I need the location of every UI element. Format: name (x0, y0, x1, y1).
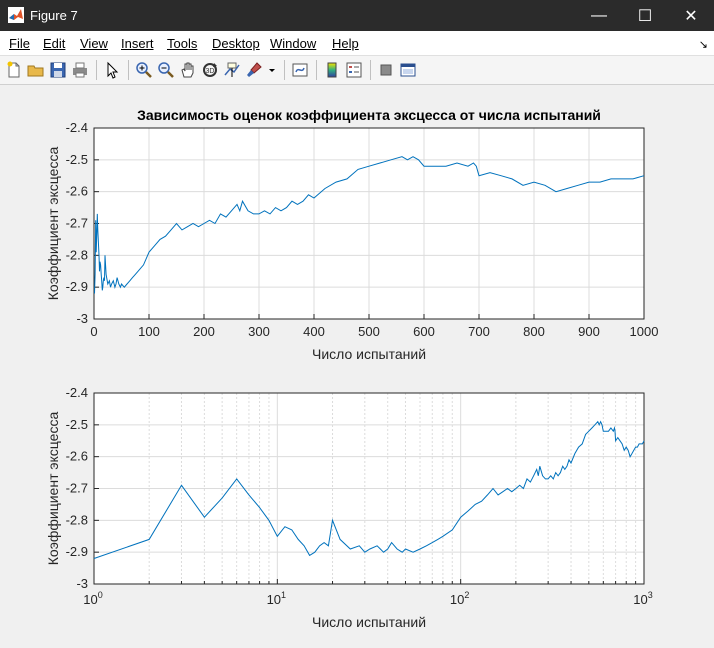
x-tick-label: 800 (523, 324, 545, 339)
y-tick-label: -2.4 (66, 385, 88, 400)
y-tick-label: -2.6 (66, 184, 88, 199)
y-tick-label: -2.5 (66, 152, 88, 167)
x-axis-label: Число испытаний (312, 346, 426, 362)
series-line (93, 420, 645, 559)
pan-icon[interactable] (178, 60, 198, 80)
brush-icon[interactable] (244, 60, 264, 80)
menu-desktop[interactable]: Desktop (212, 36, 260, 51)
save-icon[interactable] (48, 60, 68, 80)
maximize-button[interactable]: ☐ (622, 0, 668, 31)
data-cursor-icon[interactable] (222, 60, 242, 80)
x-tick-label: 600 (413, 324, 435, 339)
y-tick-label: -3 (76, 576, 88, 591)
open-file-icon[interactable] (26, 60, 46, 80)
toolbar-separator (370, 60, 371, 80)
figure-canvas: -3 -2.9 -2.8 -2.7 -2.6 -2.5 -2.4 0 100 200 300 400 5… (3, 85, 711, 643)
window-titlebar: Figure 7 — ☐ ✕ (0, 0, 714, 31)
x-tick-label: 500 (358, 324, 380, 339)
bottom-log-axes[interactable]: -3 -2.9 -2.8 -2.7 -2.6 -2.5 -2.4 100 101 102 103 Ч… (45, 385, 653, 630)
dock-figure-icon[interactable]: ↘ (698, 39, 708, 51)
x-tick-label: 200 (193, 324, 215, 339)
y-axis-label: Коэффициент эксцесса (45, 147, 61, 301)
legend-icon[interactable] (344, 60, 364, 80)
print-icon[interactable] (70, 60, 90, 80)
brush-dropdown-icon[interactable] (266, 60, 278, 80)
menu-edit[interactable]: Edit (43, 36, 66, 51)
x-tick-label: 700 (468, 324, 490, 339)
toolbar-separator (284, 60, 285, 80)
axes-box (93, 127, 645, 320)
svg-text:3D: 3D (206, 68, 215, 75)
new-figure-icon[interactable] (4, 60, 24, 80)
figure-toolbar: 3D (0, 56, 714, 85)
menu-help[interactable]: Help (332, 36, 359, 51)
y-tick-label: -2.7 (66, 481, 88, 496)
x-tick-label: 1000 (630, 324, 659, 339)
toolbar-separator (96, 60, 97, 80)
matlab-logo-icon (8, 7, 24, 23)
y-tick-label: -2.5 (66, 417, 88, 432)
axes-box (93, 392, 645, 585)
x-tick-label: 900 (578, 324, 600, 339)
y-tick-label: -2.7 (66, 216, 88, 231)
x-tick-label: 300 (248, 324, 270, 339)
minimize-button[interactable]: — (576, 0, 622, 31)
pointer-icon[interactable] (102, 60, 122, 80)
colorbar-icon[interactable] (322, 60, 342, 80)
figure-svg: -3 -2.9 -2.8 -2.7 -2.6 -2.5 -2.4 0 100 200 300 400 5… (45, 107, 658, 630)
y-tick-label: -3 (76, 311, 88, 326)
zoom-in-icon[interactable] (134, 60, 154, 80)
x-tick-label: 100 (83, 590, 102, 607)
close-icon: ✕ (684, 7, 698, 25)
toolbar-separator (316, 60, 317, 80)
window-title: Figure 7 (30, 8, 78, 23)
x-tick-label: 101 (267, 590, 286, 607)
y-axis-label: Коэффициент эксцесса (45, 412, 61, 566)
x-tick-label: 102 (450, 590, 469, 607)
series-line (94, 156, 645, 294)
close-button[interactable]: ✕ (668, 0, 714, 31)
zoom-out-icon[interactable] (156, 60, 176, 80)
show-plot-tools-icon[interactable] (398, 60, 418, 80)
maximize-icon: ☐ (637, 7, 653, 25)
x-tick-label: 400 (303, 324, 325, 339)
y-tick-label: -2.6 (66, 449, 88, 464)
menu-file[interactable]: File (9, 36, 30, 51)
x-tick-label: 100 (138, 324, 160, 339)
menu-bar: File Edit View Insert Tools Desktop Wind… (0, 31, 714, 56)
top-linear-axes[interactable]: -3 -2.9 -2.8 -2.7 -2.6 -2.5 -2.4 0 100 200 300 400 5… (45, 107, 658, 362)
hide-plot-tools-icon[interactable] (376, 60, 396, 80)
y-tick-label: -2.9 (66, 544, 88, 559)
x-tick-label: 0 (90, 324, 97, 339)
toolbar-separator (128, 60, 129, 80)
y-tick-label: -2.8 (66, 247, 88, 262)
link-plot-icon[interactable] (290, 60, 310, 80)
x-tick-label: 103 (633, 590, 652, 607)
menu-window[interactable]: Window (270, 36, 317, 51)
x-axis-label: Число испытаний (312, 614, 426, 630)
menu-insert[interactable]: Insert (121, 36, 154, 51)
menu-tools[interactable]: Tools (167, 36, 198, 51)
chart-title: Зависимость оценок коэффициента эксцесса… (137, 107, 601, 123)
rotate-3d-icon[interactable]: 3D (200, 60, 220, 80)
menu-view[interactable]: View (80, 36, 108, 51)
y-tick-label: -2.9 (66, 279, 88, 294)
y-tick-label: -2.8 (66, 512, 88, 527)
minimize-icon: — (591, 6, 607, 24)
y-tick-label: -2.4 (66, 120, 88, 135)
